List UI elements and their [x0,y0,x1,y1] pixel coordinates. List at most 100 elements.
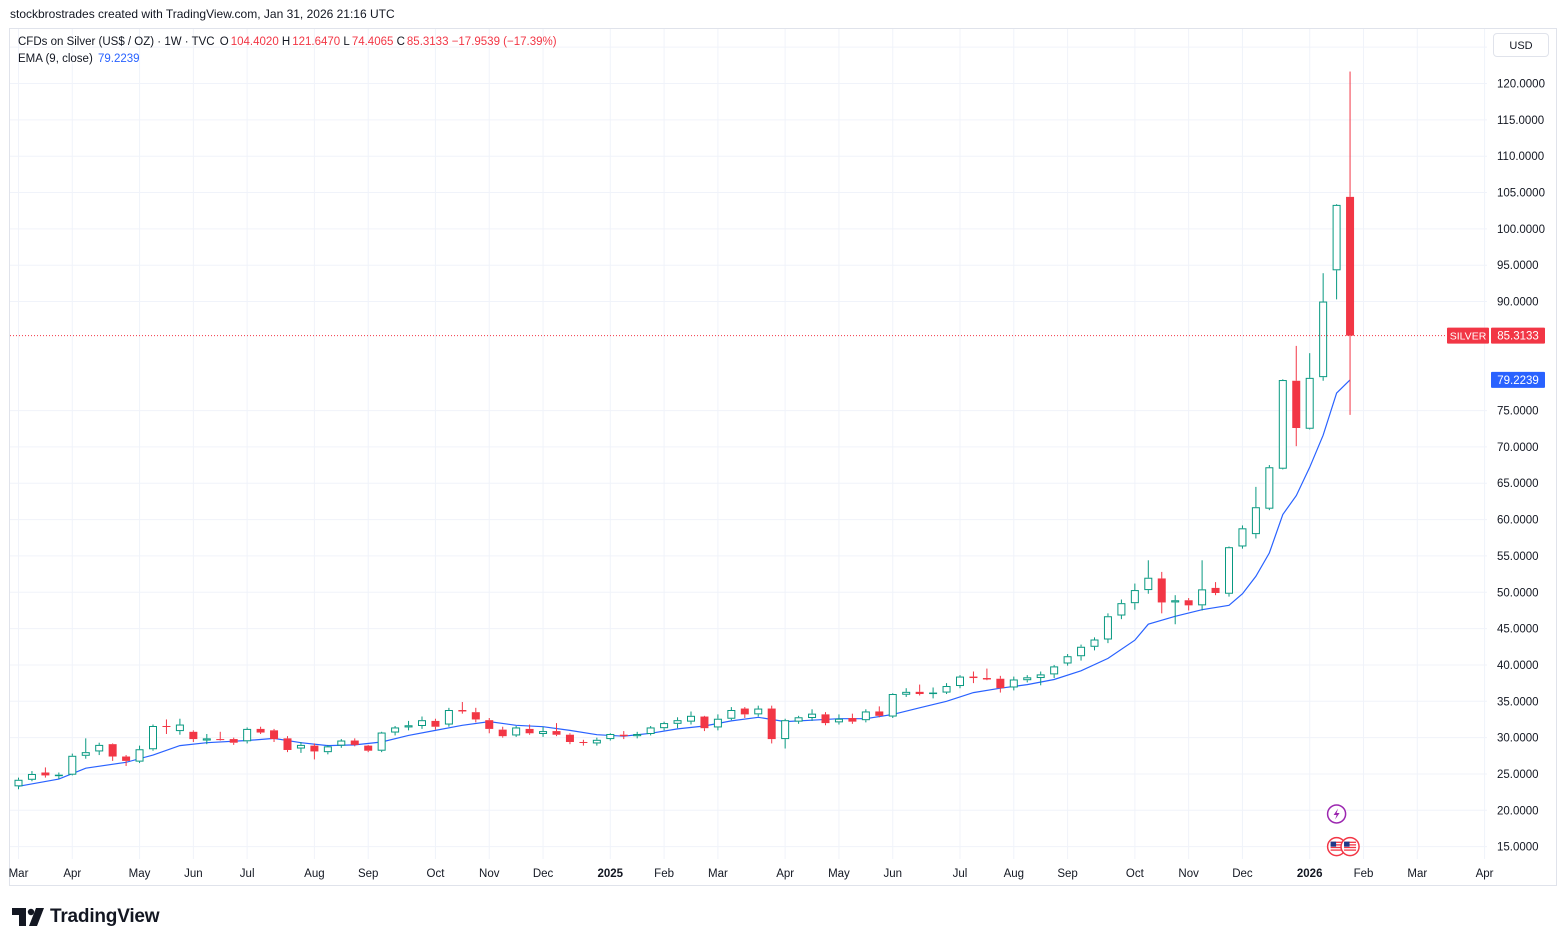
y-tick-label: 70.0000 [1497,442,1539,454]
us-flag-icon [1340,836,1360,857]
candle-up [135,745,144,764]
candle-up [713,714,722,731]
candle-body [162,725,171,727]
x-tick-label: Aug [304,868,324,880]
candle-up [956,675,964,689]
candle-body [135,749,144,762]
flag-stripe [1330,844,1343,846]
x-tick-label: Apr [63,868,81,880]
candle-body [1036,674,1045,679]
candle-up [377,731,386,753]
candle-up [929,687,938,699]
candle-body [969,676,978,679]
candle-body [1157,578,1166,603]
candle-body [821,714,830,724]
grid-layer [10,29,1487,859]
candle-body [929,692,938,695]
tradingview-brand[interactable]: TradingView [12,905,160,929]
y-tick-label: 55.0000 [1497,551,1539,563]
x-tick-label: Dec [1232,868,1253,880]
x-tick-label: Nov [1178,868,1199,880]
x-tick-label: Oct [1126,868,1145,880]
candle-body [243,728,252,742]
candle-body [27,773,36,780]
y-tick-label: 40.0000 [1497,660,1539,672]
candle-down [189,730,198,742]
x-tick-label: Apr [776,868,794,880]
candle-up [754,705,763,717]
x-tick-label: Oct [427,868,446,880]
candle-body [14,779,23,787]
ema-value-text: 79.2239 [1497,375,1539,387]
candle-up [68,753,77,776]
lightning-icon [1326,804,1347,824]
candle-up [149,724,157,751]
x-tick-label: Jun [883,868,902,880]
candle-up [418,716,426,729]
x-tick-label: May [828,868,850,880]
candle-down [229,737,238,745]
candle-body [888,694,897,717]
candle-down [565,733,574,745]
candle-body [1225,547,1233,594]
candle-down [848,713,857,724]
candle-body [539,731,548,734]
candle-body [458,710,467,712]
candle-up [888,693,897,719]
x-tick-label: Nov [479,868,500,880]
y-tick-label: 45.0000 [1497,624,1539,636]
candle-up [1009,676,1018,691]
tradingview-logo-icon [12,908,44,926]
candle-up [27,771,36,782]
candle-body [498,729,507,737]
candle-body [485,720,494,729]
currency-button[interactable]: USD [1493,33,1549,57]
candle-body [606,733,615,740]
x-tick-label: Jul [240,868,255,880]
candle-body [565,734,574,742]
candle-down [431,718,440,730]
y-tick-label: 35.0000 [1497,696,1539,708]
candle-body [633,733,642,737]
candle-up [1198,560,1207,611]
candle-down [41,767,50,778]
candle-body [350,740,359,745]
candle-up [1171,595,1180,625]
candle-body [956,676,964,687]
candle-body [700,716,709,729]
ema-label[interactable]: EMA (9, close) [18,53,93,65]
candle-body [1063,656,1072,664]
candle-body [68,755,77,775]
candle-up [1225,546,1233,597]
x-tick-label: 2026 [1297,868,1323,880]
candle-down [1292,345,1301,447]
candle-body [1144,577,1153,591]
candle-body [95,744,104,752]
legend-ema-row: EMA (9, close) 79.2239 [18,51,557,68]
candle-body [1050,666,1059,675]
symbol-label[interactable]: CFDs on Silver (US$ / OZ) · 1W · TVC [18,36,215,48]
candle-up [861,709,870,723]
candle-down [256,726,265,734]
candle-body [861,711,870,721]
y-tick-label: 115.0000 [1497,115,1544,127]
candle-up [781,718,790,749]
close-label: C [396,36,405,48]
lightning-icon-bolt [1333,808,1340,820]
candle-body [1117,603,1126,616]
candle-body [942,686,951,693]
candle-body [444,710,453,725]
candle-up [1305,353,1314,430]
candle-body [1184,600,1193,606]
y-tick-label: 105.0000 [1497,188,1545,200]
candle-body [1090,639,1099,647]
candle-up [633,731,642,739]
flag-stripe [1330,849,1343,851]
y-tick-label: 60.0000 [1497,515,1539,527]
flag-stripe [1344,844,1357,846]
candle-up [1130,583,1139,610]
candle-up [1117,599,1126,620]
candle-body [256,728,265,733]
candle-body [377,732,386,751]
